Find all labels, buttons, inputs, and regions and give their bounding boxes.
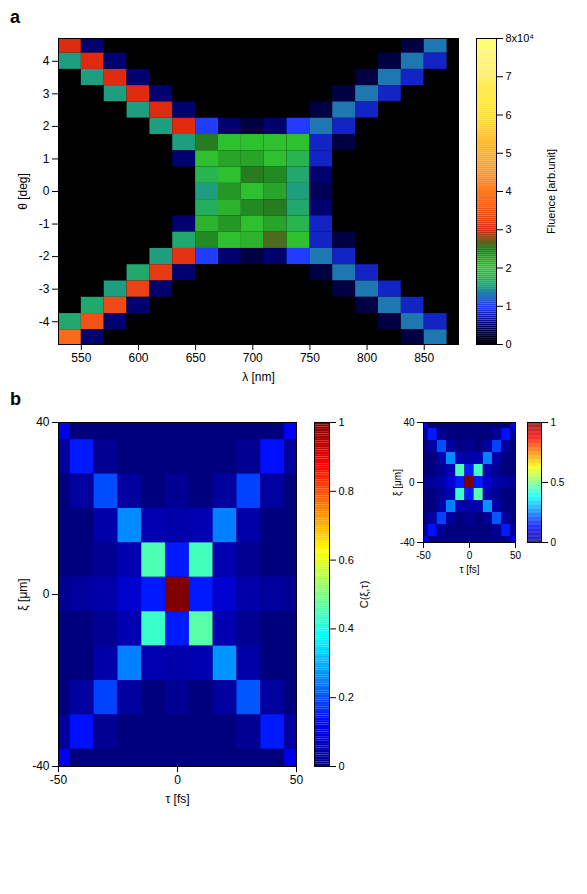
svg-text:0: 0 xyxy=(43,587,50,601)
svg-text:τ [fs]: τ [fs] xyxy=(165,792,189,806)
svg-text:2: 2 xyxy=(506,262,512,274)
svg-text:1: 1 xyxy=(551,417,557,428)
svg-text:0.8: 0.8 xyxy=(339,485,354,497)
svg-text:0: 0 xyxy=(409,477,415,488)
svg-text:-3: -3 xyxy=(39,282,50,296)
svg-text:4: 4 xyxy=(506,185,512,197)
svg-text:τ [fs]: τ [fs] xyxy=(459,564,479,575)
svg-text:750: 750 xyxy=(300,351,320,365)
svg-text:-1: -1 xyxy=(39,217,50,231)
svg-text:ξ [μm]: ξ [μm] xyxy=(392,469,404,496)
svg-text:600: 600 xyxy=(128,351,148,365)
svg-text:-40: -40 xyxy=(32,759,50,773)
svg-text:ξ [μm]: ξ [μm] xyxy=(16,578,30,610)
svg-text:0.6: 0.6 xyxy=(339,554,354,566)
svg-text:2: 2 xyxy=(43,119,50,133)
svg-text:40: 40 xyxy=(403,417,415,428)
svg-text:1: 1 xyxy=(43,152,50,166)
svg-text:50: 50 xyxy=(290,773,304,787)
svg-text:-2: -2 xyxy=(39,249,50,263)
svg-text:6: 6 xyxy=(506,109,512,121)
svg-text:1: 1 xyxy=(506,300,512,312)
svg-text:-40: -40 xyxy=(400,537,415,548)
svg-text:-50: -50 xyxy=(416,550,431,561)
svg-text:Fluence [arb.unit]: Fluence [arb.unit] xyxy=(545,149,557,234)
svg-text:700: 700 xyxy=(243,351,263,365)
svg-text:50: 50 xyxy=(510,550,521,561)
svg-text:1: 1 xyxy=(339,416,345,428)
svg-text:θ [deg]: θ [deg] xyxy=(16,173,30,210)
svg-text:5: 5 xyxy=(506,147,512,159)
svg-text:7: 7 xyxy=(506,70,512,82)
svg-text:0.2: 0.2 xyxy=(339,691,354,703)
html-text:a: a xyxy=(10,7,20,27)
svg-text:850: 850 xyxy=(414,351,434,365)
svg-text:650: 650 xyxy=(186,351,206,365)
svg-text:3: 3 xyxy=(43,87,50,101)
svg-text:-50: -50 xyxy=(50,773,68,787)
svg-text:0: 0 xyxy=(339,760,345,772)
svg-text:550: 550 xyxy=(71,351,91,365)
svg-text:0.4: 0.4 xyxy=(339,622,354,634)
svg-text:C(ξ,τ): C(ξ,τ) xyxy=(358,581,370,609)
svg-text:0: 0 xyxy=(174,773,181,787)
svg-text:800: 800 xyxy=(357,351,377,365)
svg-text:0: 0 xyxy=(506,338,512,350)
svg-text:8x10⁴: 8x10⁴ xyxy=(506,32,535,44)
svg-text:4: 4 xyxy=(43,54,50,68)
svg-text:0: 0 xyxy=(551,537,557,548)
svg-text:3: 3 xyxy=(506,223,512,235)
svg-text:40: 40 xyxy=(36,415,50,429)
svg-text:0: 0 xyxy=(43,184,50,198)
svg-text:0.5: 0.5 xyxy=(551,477,565,488)
svg-text:0: 0 xyxy=(467,550,473,561)
svg-text:λ [nm]: λ [nm] xyxy=(242,370,275,384)
svg-text:-4: -4 xyxy=(39,315,50,329)
html-text:b: b xyxy=(10,389,21,409)
